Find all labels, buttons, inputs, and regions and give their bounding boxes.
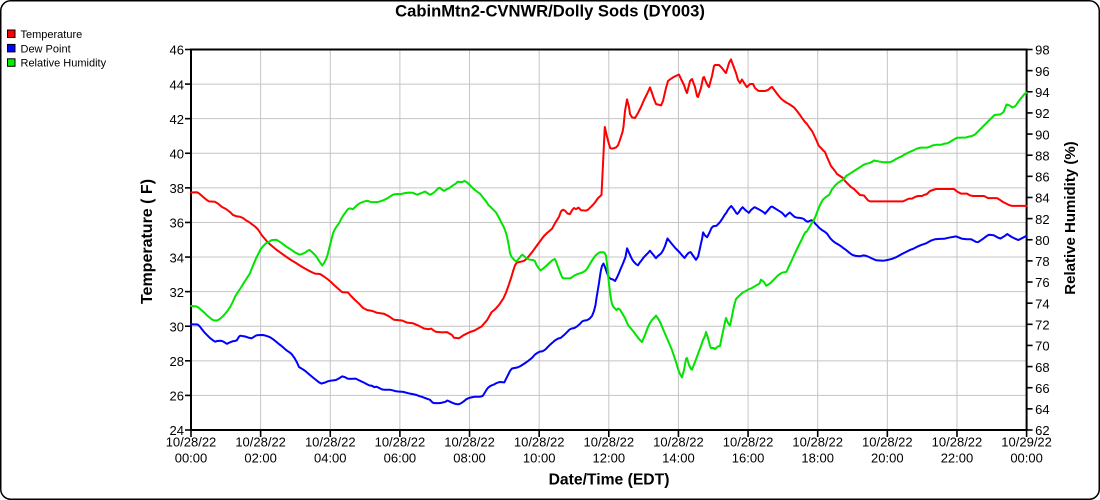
svg-text:10/28/22: 10/28/22 — [653, 435, 704, 450]
svg-text:06:00: 06:00 — [384, 451, 417, 466]
svg-text:CabinMtn2-CVNWR/Dolly Sods (DY: CabinMtn2-CVNWR/Dolly Sods (DY003) — [395, 1, 705, 20]
svg-text:76: 76 — [1035, 275, 1049, 290]
svg-text:82: 82 — [1035, 212, 1049, 227]
svg-text:42: 42 — [170, 112, 184, 127]
svg-text:84: 84 — [1035, 191, 1049, 206]
svg-text:44: 44 — [170, 77, 184, 92]
svg-text:22:00: 22:00 — [941, 451, 974, 466]
svg-text:10/28/22: 10/28/22 — [375, 435, 426, 450]
svg-text:10/28/22: 10/28/22 — [723, 435, 774, 450]
svg-text:24: 24 — [170, 423, 184, 438]
svg-text:10:00: 10:00 — [523, 451, 556, 466]
svg-text:10/28/22: 10/28/22 — [932, 435, 983, 450]
svg-text:30: 30 — [170, 319, 184, 334]
svg-text:14:00: 14:00 — [662, 451, 695, 466]
svg-text:02:00: 02:00 — [244, 451, 277, 466]
svg-text:66: 66 — [1035, 381, 1049, 396]
svg-text:18:00: 18:00 — [801, 451, 834, 466]
svg-text:72: 72 — [1035, 318, 1049, 333]
svg-text:88: 88 — [1035, 148, 1049, 163]
svg-text:32: 32 — [170, 285, 184, 300]
svg-text:Date/Time (EDT): Date/Time (EDT) — [549, 472, 670, 489]
svg-text:36: 36 — [170, 216, 184, 231]
svg-text:70: 70 — [1035, 339, 1049, 354]
svg-text:64: 64 — [1035, 402, 1049, 417]
svg-text:92: 92 — [1035, 106, 1049, 121]
svg-text:96: 96 — [1035, 64, 1049, 79]
svg-text:90: 90 — [1035, 127, 1049, 142]
svg-text:40: 40 — [170, 146, 184, 161]
svg-text:62: 62 — [1035, 423, 1049, 438]
svg-text:08:00: 08:00 — [453, 451, 486, 466]
svg-text:Relative Humidity: Relative Humidity — [21, 58, 107, 70]
svg-text:12:00: 12:00 — [593, 451, 626, 466]
svg-text:10/28/22: 10/28/22 — [235, 435, 286, 450]
svg-text:10/28/22: 10/28/22 — [305, 435, 356, 450]
svg-text:10/28/22: 10/28/22 — [792, 435, 843, 450]
svg-text:34: 34 — [170, 250, 184, 265]
svg-text:16:00: 16:00 — [732, 451, 765, 466]
svg-text:98: 98 — [1035, 43, 1049, 58]
svg-text:38: 38 — [170, 181, 184, 196]
svg-text:Temperature ( F): Temperature ( F) — [139, 179, 156, 304]
svg-text:20:00: 20:00 — [871, 451, 904, 466]
svg-text:74: 74 — [1035, 296, 1049, 311]
svg-text:10/28/22: 10/28/22 — [514, 435, 565, 450]
svg-text:28: 28 — [170, 354, 184, 369]
svg-text:10/28/22: 10/28/22 — [583, 435, 634, 450]
svg-text:80: 80 — [1035, 233, 1049, 248]
svg-text:10/28/22: 10/28/22 — [444, 435, 495, 450]
svg-text:10/28/22: 10/28/22 — [862, 435, 913, 450]
svg-text:10/29/22: 10/29/22 — [1001, 435, 1052, 450]
svg-text:10/28/22: 10/28/22 — [166, 435, 217, 450]
svg-text:Relative Humidity (%): Relative Humidity (%) — [1062, 141, 1079, 294]
svg-text:86: 86 — [1035, 170, 1049, 185]
svg-text:26: 26 — [170, 389, 184, 404]
svg-text:00:00: 00:00 — [175, 451, 208, 466]
svg-text:78: 78 — [1035, 254, 1049, 269]
svg-text:Dew Point: Dew Point — [21, 43, 71, 55]
svg-text:68: 68 — [1035, 360, 1049, 375]
svg-text:46: 46 — [170, 43, 184, 58]
svg-text:00:00: 00:00 — [1010, 451, 1043, 466]
svg-text:Temperature: Temperature — [21, 29, 83, 41]
svg-text:94: 94 — [1035, 85, 1049, 100]
svg-text:04:00: 04:00 — [314, 451, 347, 466]
